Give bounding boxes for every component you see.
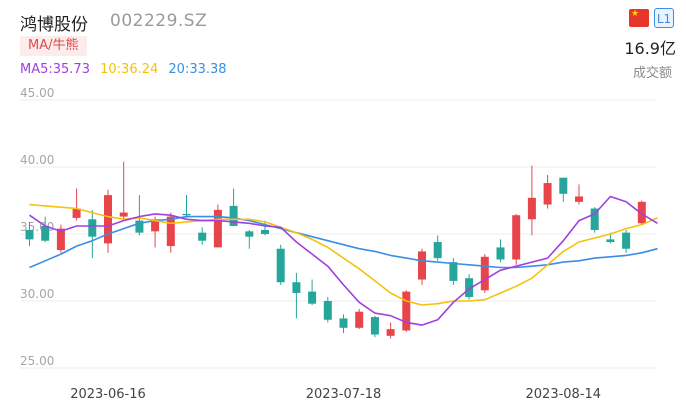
ma-bull-bear-tab[interactable]: MA/牛熊 [20,36,87,56]
candle-body [606,239,615,243]
candle-body [386,329,395,336]
x-tick-label: 2023-06-16 [70,387,146,402]
candle-body [543,183,552,205]
x-tick-label: 2023-08-14 [526,387,602,402]
candle-body [229,205,238,226]
y-tick-label: 40.00 [20,153,54,167]
ma10-line [29,203,658,306]
x-tick-label: 2023-07-18 [306,387,382,402]
candle-body [355,311,364,328]
ma20-legend: 20:33.38 [168,62,227,77]
candle-body [151,219,160,232]
candle-body [276,248,285,283]
candle-body [418,251,426,280]
candle-body [590,208,599,230]
candle-body [512,215,521,260]
candle-body [622,232,631,249]
ma-legend: MA5:35.73 10:36.24 20:33.38 [20,62,233,77]
stock-name: 鸿博股份 [20,15,88,35]
y-tick-label: 45.00 [20,86,54,100]
candle-body [166,216,175,247]
candle-body [119,212,128,217]
candle-body [433,242,442,259]
candle-body [402,291,411,331]
candle-body [198,232,207,241]
candle-body [41,225,50,241]
candle-body [292,282,301,293]
candle-body [527,197,536,220]
candle-body [213,209,222,248]
china-flag-icon: ★ [629,9,649,27]
stock-code: 002229.SZ [110,11,208,31]
candle-body [245,231,254,237]
y-tick-label: 25.00 [20,354,54,368]
y-tick-label: 30.00 [20,287,54,301]
ma10-legend: 10:36.24 [100,62,159,77]
candle-body [72,208,81,218]
ma20-line [29,215,658,269]
candle-body [370,317,379,335]
ma5-legend: MA5:35.73 [20,62,90,77]
candle-body [182,213,191,216]
candle-body [25,229,34,240]
candle-body [323,301,332,320]
candle-body [496,247,505,260]
ma5-line [29,195,658,326]
candle-body [261,229,269,234]
candle-body [465,278,474,297]
level-badge[interactable]: L1 [654,8,674,28]
turnover-value: 16.9亿 [624,39,676,58]
candle-body [104,195,112,244]
turnover-label: 成交额 [632,66,672,81]
candle-body [559,177,568,194]
candle-body [637,201,646,224]
candle-body [480,256,489,291]
candle-body [88,219,97,237]
candle-body [308,291,317,304]
candle-body [449,262,458,281]
candle-body [56,228,65,251]
candle-body [135,220,144,233]
candle-body [339,318,348,328]
candle-body [575,196,583,202]
